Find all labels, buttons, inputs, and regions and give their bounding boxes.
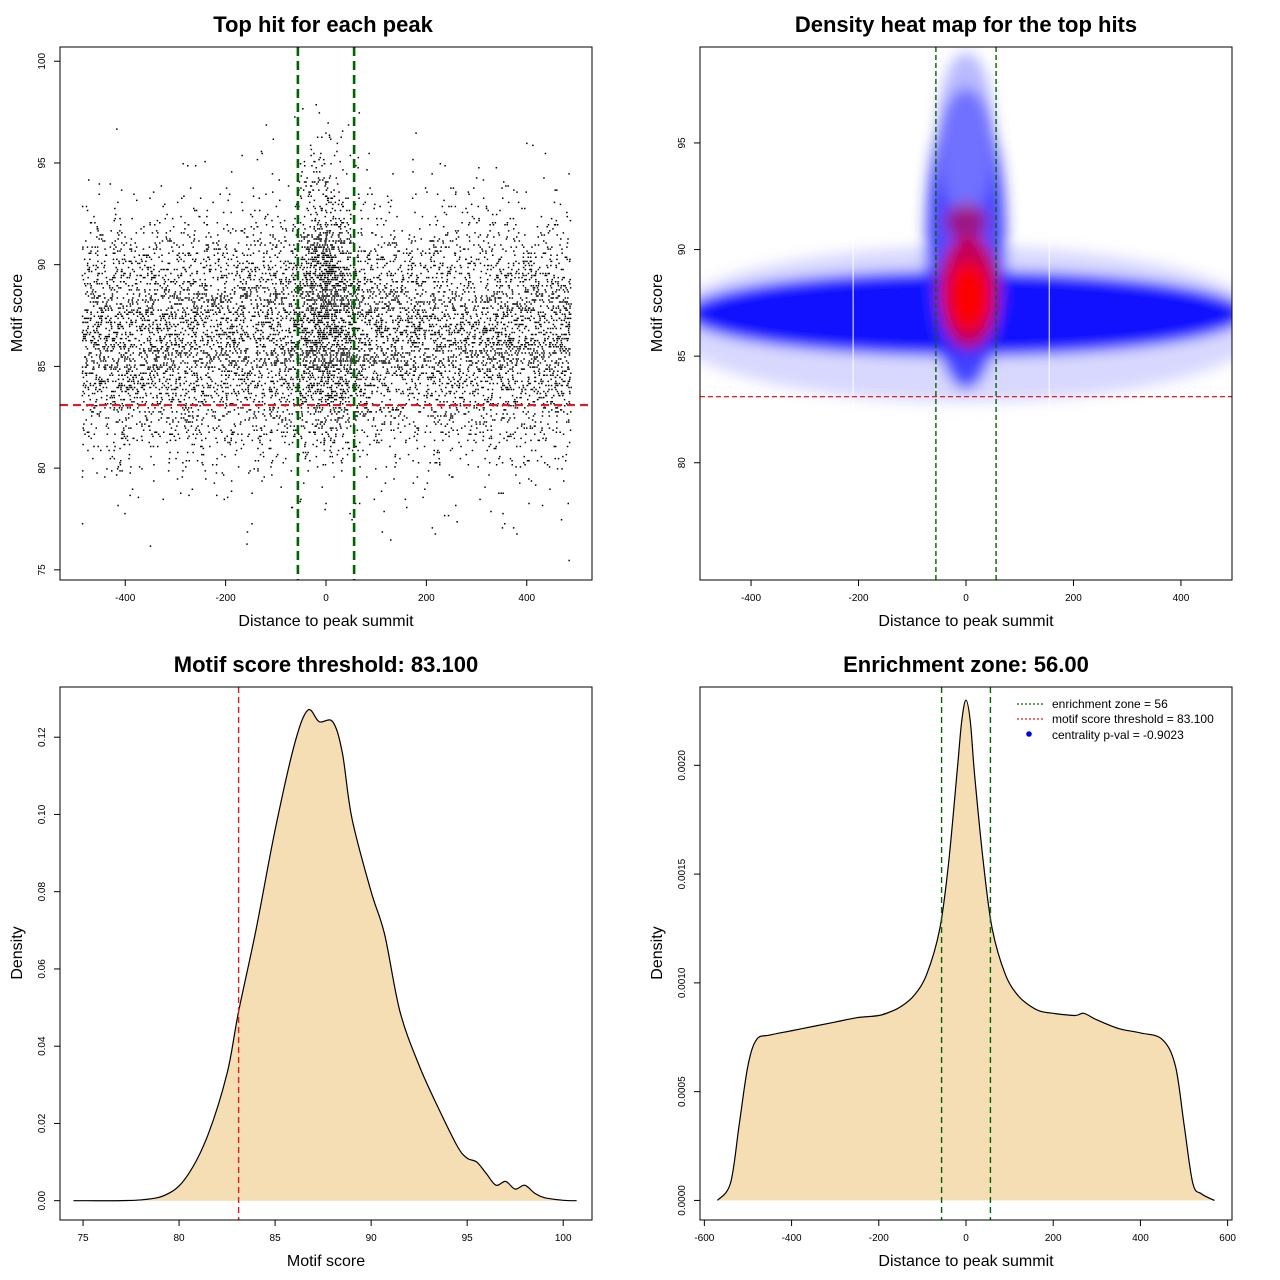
distance-density-line [716, 699, 1215, 1201]
distance-density-title: Enrichment zone: 56.00 [843, 652, 1089, 677]
legend-label-threshold: motif score threshold = 83.100 [1052, 712, 1214, 726]
x-tick-label: -200 [216, 593, 236, 604]
distance-density-x-axis: -600 -400 -200 0 200 400 600 [694, 1220, 1236, 1244]
x-tick-label: 85 [270, 1233, 282, 1244]
x-tick-label: -400 [115, 593, 135, 604]
score-density-x-axis: 75 80 85 90 95 100 [77, 1220, 572, 1244]
heatmap-reference-lines [700, 47, 1232, 580]
score-density-plot-frame [59, 686, 593, 1221]
heatmap-x-axis: -400 -200 0 200 400 [741, 580, 1190, 604]
score-density-fill [73, 709, 577, 1201]
x-tick-label: 100 [555, 1233, 572, 1244]
distance-density-y-axis: 0.0000 0.0005 0.0010 0.0015 0.0020 [677, 750, 700, 1216]
heat-blob [946, 203, 986, 240]
x-tick-label: -200 [849, 593, 869, 604]
heatmap-density [700, 52, 1232, 442]
scatter-panel: Top hit for each peak -400 -200 0 200 400 75… [9, 12, 593, 630]
x-tick-label: 0 [323, 593, 329, 604]
x-tick-label: 200 [1045, 1233, 1062, 1244]
x-tick-label: 400 [1132, 1233, 1149, 1244]
score-density-y-label: Density [9, 926, 26, 979]
distance-density-reference-lines [940, 687, 992, 1220]
heatmap-y-label: Motif score [649, 274, 666, 352]
heat-blob [938, 52, 994, 213]
y-tick-label: 80 [37, 462, 48, 474]
y-tick-label: 85 [37, 360, 48, 372]
distance-density-curve [716, 699, 1215, 1201]
score-density-line [73, 708, 577, 1202]
y-tick-label: 0.08 [37, 882, 48, 902]
x-tick-label: -600 [694, 1233, 714, 1244]
x-tick-label: -400 [782, 1233, 802, 1244]
distance-density-legend: enrichment zone = 56 motif score thresho… [1017, 697, 1214, 742]
y-tick-label: 0.10 [37, 804, 48, 824]
y-tick-label: 0.00 [37, 1191, 48, 1211]
y-tick-label: 0.0005 [677, 1076, 688, 1107]
distance-density-y-label: Density [649, 926, 666, 979]
heatmap-y-axis: 80 85 90 95 [677, 137, 700, 468]
x-tick-label: 400 [518, 593, 535, 604]
y-tick-label: 95 [677, 137, 688, 149]
y-tick-label: 0.0010 [677, 967, 688, 998]
heatmap-blobs [700, 52, 1232, 403]
y-tick-label: 0.06 [37, 959, 48, 979]
x-tick-label: 95 [462, 1233, 474, 1244]
y-tick-label: 0.0015 [677, 858, 688, 889]
x-tick-label: 600 [1219, 1233, 1236, 1244]
y-tick-label: 75 [37, 564, 48, 576]
x-tick-label: 90 [366, 1233, 378, 1244]
heat-blob [948, 262, 989, 331]
score-density-y-axis: 0.00 0.02 0.04 0.06 0.08 0.10 0.12 [37, 727, 60, 1210]
y-tick-label: 0.12 [37, 727, 48, 747]
x-tick-label: -400 [741, 593, 761, 604]
y-tick-label: 0.02 [37, 1113, 48, 1133]
scatter-x-label: Distance to peak summit [238, 613, 414, 630]
legend-label-centrality: centrality p-val = -0.9023 [1052, 728, 1184, 742]
scatter-x-axis: -400 -200 0 200 400 [115, 580, 536, 604]
y-tick-label: 85 [677, 350, 688, 362]
y-tick-label: 0.04 [37, 1036, 48, 1056]
y-tick-label: 0.0020 [677, 750, 688, 781]
y-tick-label: 0.0000 [677, 1185, 688, 1216]
y-tick-label: 90 [37, 259, 48, 271]
scatter-reference-lines [60, 47, 592, 580]
heatmap-x-label: Distance to peak summit [878, 613, 1054, 630]
x-tick-label: 0 [963, 593, 969, 604]
score-density-curve [73, 708, 577, 1202]
score-density-title: Motif score threshold: 83.100 [174, 652, 478, 677]
x-tick-label: 0 [963, 1233, 969, 1244]
score-density-panel: Motif score threshold: 83.100 75 80 85 90 95… [9, 652, 593, 1270]
heatmap-title: Density heat map for the top hits [795, 12, 1137, 37]
legend-key-centrality [1026, 731, 1032, 737]
x-tick-label: 200 [418, 593, 435, 604]
scatter-points [81, 104, 572, 562]
y-tick-label: 80 [677, 457, 688, 469]
score-density-x-label: Motif score [287, 1253, 365, 1270]
y-tick-label: 100 [37, 52, 48, 69]
distance-density-panel: Enrichment zone: 56.00 -600 -400 -200 0 200 4… [649, 652, 1236, 1270]
distance-density-x-label: Distance to peak summit [878, 1253, 1054, 1270]
x-tick-label: 75 [77, 1233, 89, 1244]
x-tick-label: -200 [869, 1233, 889, 1244]
legend-label-enrichment-zone: enrichment zone = 56 [1052, 697, 1168, 711]
scatter-point-cloud [81, 104, 572, 562]
scatter-title: Top hit for each peak [213, 12, 433, 37]
y-tick-label: 95 [37, 157, 48, 169]
scatter-y-label: Motif score [9, 274, 26, 352]
heatmap-panel: Density heat map for the top hits -400 -2… [649, 12, 1233, 630]
x-tick-label: 80 [174, 1233, 186, 1244]
scatter-y-axis: 75 80 85 90 95 100 [37, 52, 60, 575]
x-tick-label: 200 [1065, 593, 1082, 604]
y-tick-label: 90 [677, 244, 688, 256]
distance-density-fill [717, 700, 1215, 1201]
x-tick-label: 400 [1173, 593, 1190, 604]
